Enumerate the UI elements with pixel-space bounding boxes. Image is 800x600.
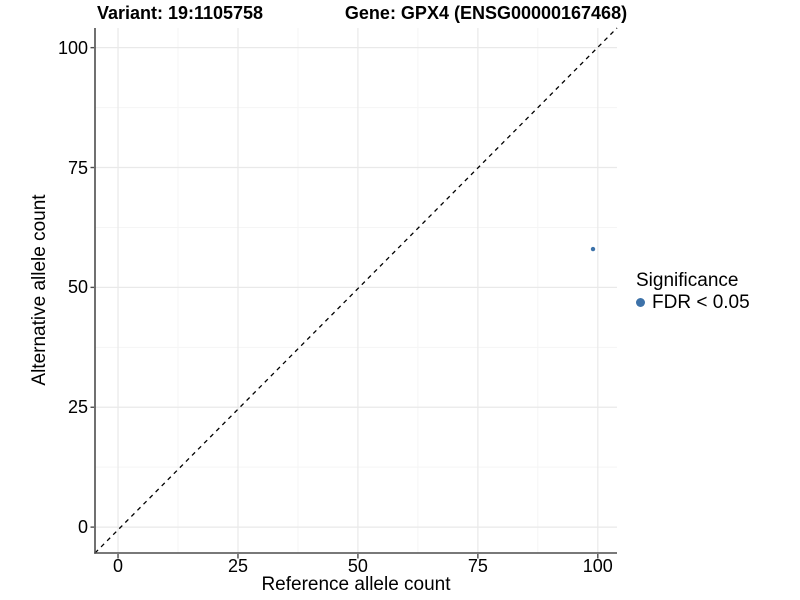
gene-title: Gene: GPX4 (ENSG00000167468)	[344, 3, 628, 23]
legend-title: Significance	[636, 270, 739, 291]
x-tick-label: 100	[582, 556, 613, 576]
y-tick-label: 25	[67, 397, 88, 418]
legend-item: FDR < 0.05	[636, 292, 750, 313]
legend: Significance FDR < 0.05	[636, 270, 750, 313]
y-tick-label: 75	[67, 157, 88, 178]
y-tick-label: 100	[57, 37, 88, 58]
x-tick-label: 75	[467, 556, 488, 576]
x-tick-label: 25	[227, 556, 248, 576]
y-axis-title: Alternative allele count	[29, 194, 50, 386]
identity-reference-line	[94, 27, 618, 554]
x-tick-label: 0	[113, 556, 124, 576]
x-axis-title: Reference allele count	[261, 574, 451, 595]
legend-item-label: FDR < 0.05	[652, 291, 750, 313]
y-tick-label: 0	[77, 517, 88, 538]
y-tick-label: 50	[67, 277, 88, 298]
x-tick-label: 50	[347, 556, 368, 576]
legend-point-icon	[636, 298, 645, 307]
variant-title: Variant: 19:1105758	[96, 3, 264, 23]
data-point	[590, 246, 596, 252]
